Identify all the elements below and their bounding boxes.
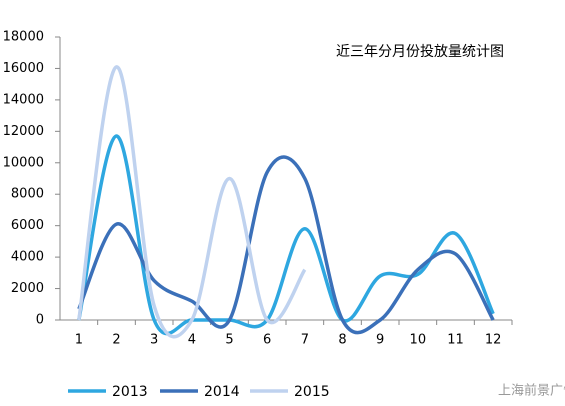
series-line: [77, 65, 307, 339]
x-tick-label: 10: [410, 333, 427, 348]
x-tick-label: 4: [188, 333, 196, 348]
y-tick-label: 2000: [11, 281, 44, 296]
chart-title: 近三年分月份投放量统计图: [336, 44, 504, 60]
legend-label: 2015: [294, 384, 330, 400]
series-line: [77, 134, 495, 336]
x-tick-label: 7: [301, 333, 309, 348]
x-tick-label: 3: [150, 333, 158, 348]
x-tick-label: 1: [75, 333, 83, 348]
x-tick-label: 2: [112, 333, 120, 348]
x-tick-label: 12: [485, 333, 502, 348]
x-tick-label: 5: [225, 333, 233, 348]
y-tick-label: 4000: [11, 250, 44, 265]
x-tick-label: 6: [263, 333, 271, 348]
y-tick-label: 10000: [3, 155, 44, 170]
legend-label: 2013: [112, 384, 148, 400]
x-tick-label: 8: [338, 333, 346, 348]
y-tick-label: 0: [36, 313, 44, 328]
y-tick-label: 18000: [3, 30, 44, 45]
y-tick-label: 6000: [11, 218, 44, 233]
y-tick-label: 8000: [11, 187, 44, 202]
watermark: 上海前景广告: [498, 383, 565, 399]
x-tick-label: 9: [376, 333, 384, 348]
x-tick-label: 11: [447, 333, 464, 348]
legend-label: 2014: [204, 384, 240, 400]
y-tick-label: 14000: [3, 92, 44, 107]
y-tick-label: 12000: [3, 124, 44, 139]
y-tick-label: 16000: [3, 61, 44, 76]
